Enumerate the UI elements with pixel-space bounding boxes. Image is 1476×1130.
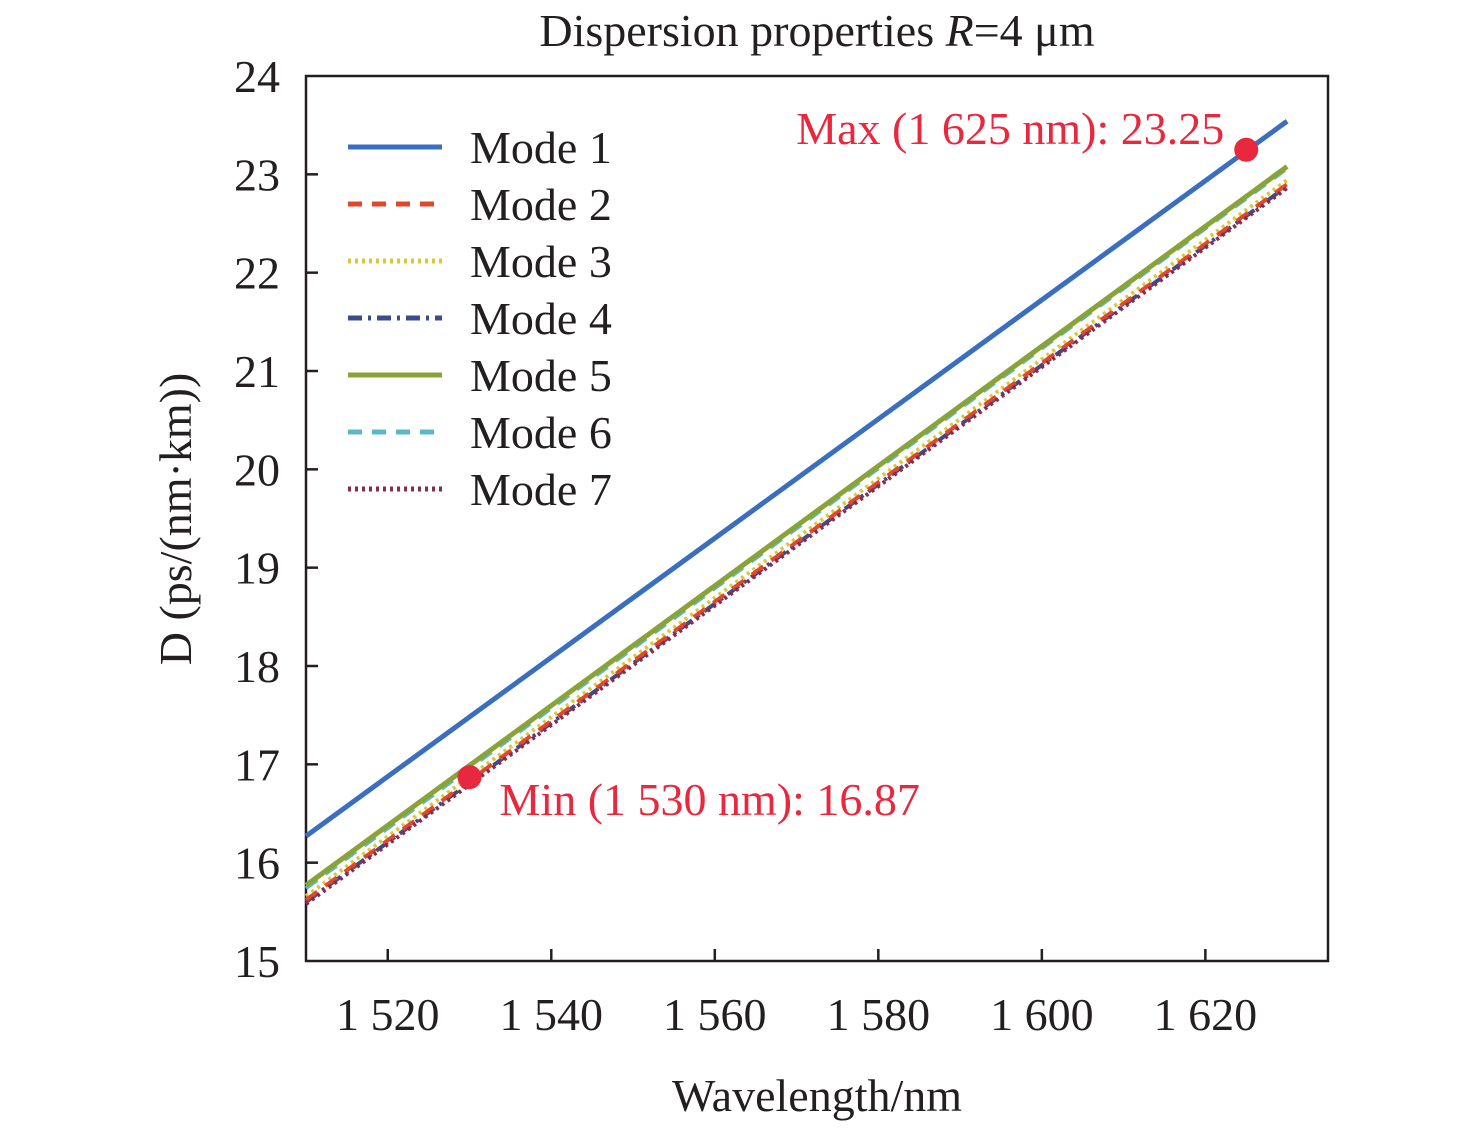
y-tick-label-19: 19 <box>234 543 280 594</box>
y-tick-label-23: 23 <box>234 149 280 200</box>
x-axis-label: Wavelength/nm <box>672 1070 962 1121</box>
x-tick-label-1600: 1 600 <box>990 989 1094 1040</box>
min-annotation-label: Min (1 530 nm): 16.87 <box>500 774 920 825</box>
y-tick-label-20: 20 <box>234 444 280 495</box>
chart-title: Dispersion properties R=4 μm <box>539 5 1094 56</box>
legend: Mode 1 Mode 2 Mode 3 Mode 4 Mode 5 Mode 6 Mode… <box>348 122 612 515</box>
series-line-mode-1 <box>304 119 1289 839</box>
legend-label-mode-1: Mode 1 <box>470 122 612 173</box>
x-tick-label-1560: 1 560 <box>663 989 767 1040</box>
legend-label-mode-4: Mode 4 <box>470 293 612 344</box>
y-tick-label-16: 16 <box>234 838 280 889</box>
y-tick-label-21: 21 <box>234 346 280 397</box>
x-tick-label-1540: 1 540 <box>500 989 604 1040</box>
max-annotation-label: Max (1 625 nm): 23.25 <box>796 103 1224 154</box>
axis-tick-labels: 15 16 17 18 19 20 21 22 23 24 1 520 1 540 1 560 1 580… <box>234 51 1257 1040</box>
y-tick-label-22: 22 <box>234 248 280 299</box>
y-tick-label-24: 24 <box>234 51 280 102</box>
y-tick-label-17: 17 <box>234 739 280 790</box>
x-tick-label-1520: 1 520 <box>336 989 440 1040</box>
legend-label-mode-6: Mode 6 <box>470 407 612 458</box>
legend-label-mode-5: Mode 5 <box>470 350 612 401</box>
annotations: Max (1 625 nm): 23.25 Min (1 530 nm): 16.… <box>457 103 1259 825</box>
chart-title-prefix: Dispersion properties <box>539 5 945 56</box>
y-tick-label-15: 15 <box>234 936 280 987</box>
min-point-marker <box>457 765 482 790</box>
legend-label-mode-2: Mode 2 <box>470 179 612 230</box>
max-point-marker <box>1234 137 1259 162</box>
x-tick-label-1580: 1 580 <box>827 989 931 1040</box>
chart-title-var: R <box>945 5 974 56</box>
chart-title-suffix: =4 μm <box>974 5 1095 56</box>
y-tick-label-18: 18 <box>234 641 280 692</box>
y-axis-label: D (ps/(nm·km)) <box>150 373 201 666</box>
legend-label-mode-3: Mode 3 <box>470 236 612 287</box>
axis-ticks <box>306 173 1207 961</box>
legend-label-mode-7: Mode 7 <box>470 464 612 515</box>
x-tick-label-1620: 1 620 <box>1154 989 1258 1040</box>
plot-frame <box>304 74 1330 963</box>
